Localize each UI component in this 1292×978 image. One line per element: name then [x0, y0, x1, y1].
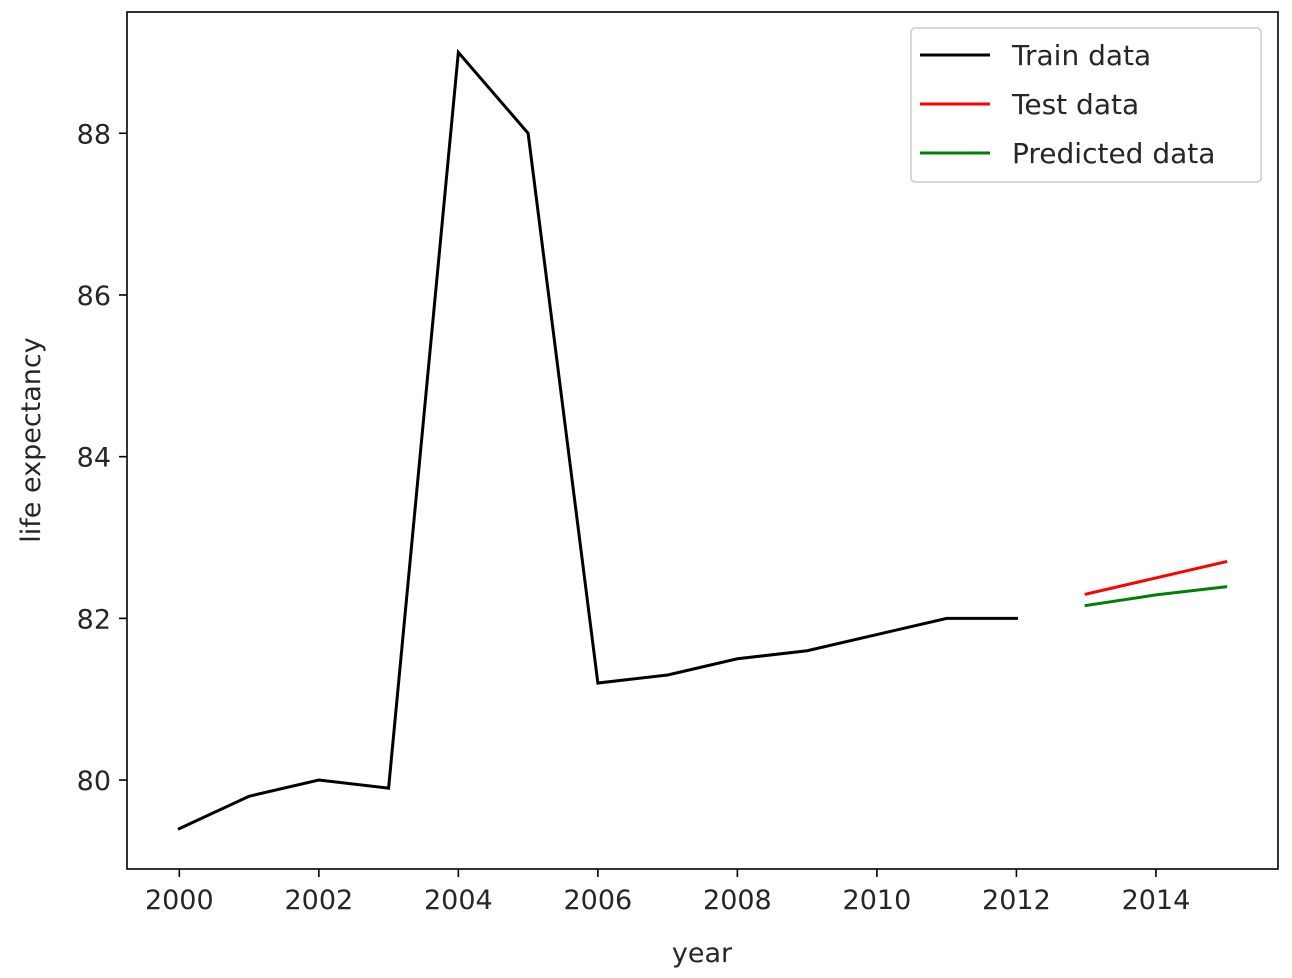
x-tick-label: 2002 [284, 885, 353, 916]
series-line-predicted-data [1084, 585, 1228, 608]
y-tick-label: 86 [77, 281, 111, 312]
legend-label: Test data [1011, 88, 1139, 121]
x-axis-label: year [672, 938, 733, 969]
y-tick-label: 84 [77, 443, 111, 474]
x-tick-label: 2010 [843, 885, 912, 916]
x-tick-label: 2006 [564, 885, 633, 916]
legend-label: Predicted data [1012, 137, 1215, 170]
series-line-train-data [177, 48, 1018, 831]
series-layer [177, 48, 1228, 831]
plot-frame [126, 11, 1279, 870]
x-tick-label: 2014 [1122, 885, 1191, 916]
y-axis-label: life expectancy [16, 337, 47, 543]
x-tick-label: 2012 [982, 885, 1051, 916]
x-tick-label: 2004 [424, 885, 493, 916]
x-tick-label: 2008 [703, 885, 772, 916]
series-line-test-data [1084, 559, 1228, 596]
legend-label: Train data [1011, 39, 1151, 72]
x-tick-label: 2000 [145, 885, 214, 916]
legend-box [910, 27, 1262, 183]
y-tick-label: 80 [77, 766, 111, 797]
y-tick-label: 88 [77, 119, 111, 150]
axes-layer: 2000 2002 2004 2006 2008 2010 2012 2014 80 82 84 86… [77, 119, 1191, 916]
y-tick-label: 82 [77, 604, 111, 635]
legend[interactable]: Train data Test data Predicted data [910, 27, 1262, 183]
